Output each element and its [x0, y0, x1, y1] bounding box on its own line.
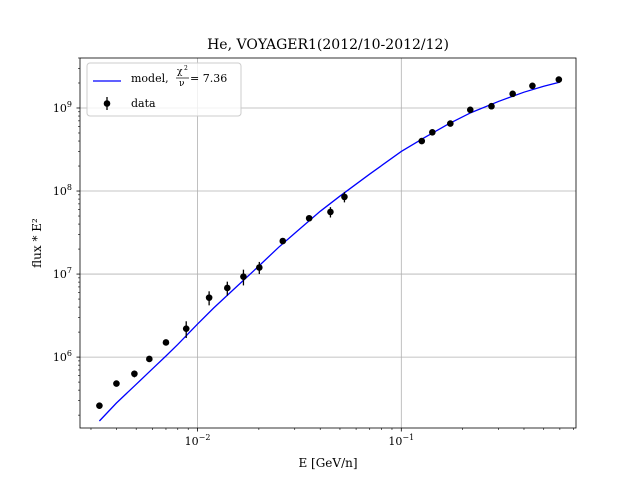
data-point [466, 106, 474, 114]
data-point [131, 370, 138, 378]
data-point [279, 237, 287, 245]
data-point [529, 82, 536, 90]
data-point [509, 90, 516, 98]
y-tick-label: 107 [53, 266, 72, 281]
y-axis-label: flux * E² [30, 218, 44, 268]
data-point [182, 325, 190, 332]
data-point [224, 284, 231, 292]
y-tick-label: 109 [53, 100, 72, 115]
legend-chi-superscript: 2 [184, 65, 188, 72]
x-axis-label: E [GeV/n] [298, 456, 357, 470]
data-point [305, 214, 313, 222]
data-point [429, 128, 436, 136]
data-point [113, 380, 120, 387]
legend: model, χ 2 ν = 7.36 data [86, 62, 242, 117]
model-series [98, 81, 561, 422]
x-axis-ticks: 10−2 10−1 [90, 428, 574, 448]
data-point [327, 208, 334, 216]
data-point [205, 294, 213, 301]
data-point [240, 273, 247, 280]
plot-area: 10−2 10−1 106 107 108 109 [53, 57, 577, 448]
legend-model-prefix: model, [131, 72, 169, 85]
legend-box [86, 62, 242, 117]
data-point [418, 137, 426, 145]
y-axis-ticks: 106 107 108 109 [53, 57, 80, 416]
chart-title: He, VOYAGER1(2012/10-2012/12) [207, 37, 449, 53]
legend-model-fraction: χ 2 ν [176, 65, 189, 89]
legend-nu-symbol: ν [179, 79, 184, 89]
y-tick-label: 106 [53, 349, 72, 364]
legend-model-label: model, [131, 72, 169, 85]
data-point [555, 76, 563, 83]
data-point [256, 264, 263, 271]
data-point [162, 339, 170, 346]
legend-model-suffix: = 7.36 [190, 72, 227, 85]
data-point [96, 402, 103, 409]
data-point [341, 193, 348, 201]
x-tick-label: 10−1 [388, 433, 414, 448]
data-point [146, 355, 153, 363]
x-tick-label: 10−2 [185, 433, 211, 448]
legend-chi-symbol: χ [177, 67, 183, 77]
data-series [96, 76, 563, 409]
legend-data-label: data [131, 97, 156, 110]
model-line [98, 81, 561, 422]
legend-data-marker [103, 100, 111, 107]
y-tick-label: 108 [53, 183, 72, 198]
plot-frame [79, 57, 577, 429]
data-point [447, 120, 454, 127]
data-point [488, 102, 495, 110]
